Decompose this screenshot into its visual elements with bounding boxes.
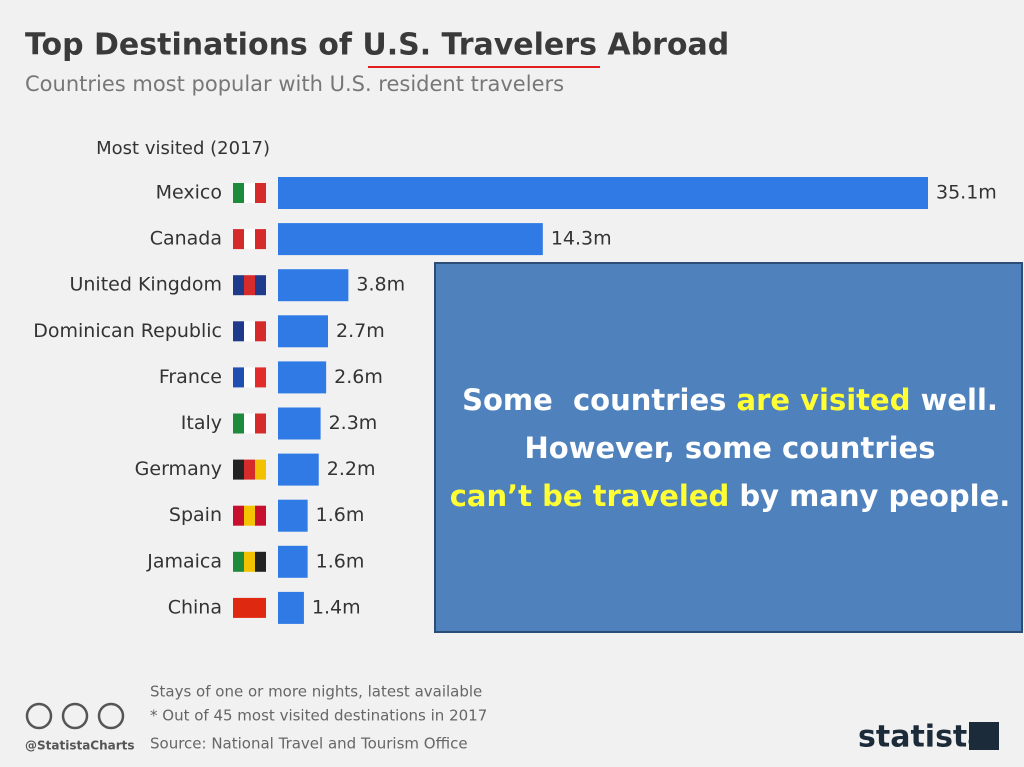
flag-stripe <box>244 183 255 203</box>
flag <box>233 321 266 342</box>
flag-stripe <box>244 321 255 342</box>
flag-stripe <box>233 597 244 618</box>
note: Source: National Travel and Tourism Offi… <box>150 735 468 753</box>
flag <box>233 413 266 434</box>
category-label: Jamaica <box>146 550 222 572</box>
bar <box>278 223 543 256</box>
flag-stripe <box>233 459 244 480</box>
flag <box>233 367 266 388</box>
bar <box>278 591 304 624</box>
category-header: Most visited (2017) <box>96 138 270 159</box>
overlay-segment: However, some countries <box>525 431 936 465</box>
flag-stripe <box>255 413 266 434</box>
category-label: Italy <box>181 412 222 434</box>
bar <box>278 269 349 302</box>
category-label: United Kingdom <box>69 274 222 296</box>
icon <box>61 702 89 730</box>
chart-title: Top Destinations of U.S. Travelers Abroa… <box>25 28 729 63</box>
flag-stripe <box>233 275 244 296</box>
note: * Out of 45 most visited destinations in… <box>150 707 487 725</box>
flag-stripe <box>244 551 255 572</box>
category-label: Germany <box>135 458 222 480</box>
flag-stripe <box>244 275 255 296</box>
overlay-segment: Some countries <box>462 383 736 417</box>
overlay-box <box>434 262 1023 633</box>
flag-stripe <box>233 413 244 434</box>
flag-stripe <box>255 597 266 618</box>
flag-stripe <box>255 367 266 388</box>
flag <box>233 183 266 203</box>
brand: statista <box>858 720 988 755</box>
icon <box>97 702 125 730</box>
category-label: Mexico <box>156 182 222 204</box>
category-label: Spain <box>169 504 222 526</box>
flag-stripe <box>233 229 244 250</box>
category-label: China <box>168 596 222 618</box>
brand-logo <box>969 722 999 750</box>
flag-stripe <box>244 505 255 526</box>
flag-stripe <box>255 183 266 203</box>
overlay-segment: well. <box>910 383 997 417</box>
flag-stripe <box>233 551 244 572</box>
icon <box>25 702 53 730</box>
value-label: 2.3m <box>329 412 378 434</box>
license-icons <box>25 702 125 730</box>
value-label: 2.7m <box>336 320 385 342</box>
bar <box>278 361 327 394</box>
category-label: Canada <box>150 228 222 250</box>
flag-stripe <box>244 367 255 388</box>
flag-stripe <box>233 321 244 342</box>
flag-stripe <box>255 229 266 250</box>
flag <box>233 229 266 250</box>
bar <box>278 499 308 532</box>
flag <box>233 551 266 572</box>
flag-stripe <box>244 413 255 434</box>
category-label: France <box>159 366 222 388</box>
value-label: 1.6m <box>316 504 365 526</box>
bar <box>278 407 321 440</box>
flag-stripe <box>244 459 255 480</box>
flag-stripe <box>255 505 266 526</box>
flag <box>233 275 266 296</box>
value-label: 1.6m <box>316 550 365 572</box>
flag-stripe <box>244 597 255 618</box>
note: Stays of one or more nights, latest avai… <box>150 683 482 701</box>
flag-stripe <box>255 275 266 296</box>
flag <box>233 505 266 526</box>
bar <box>278 315 328 348</box>
value-label: 2.2m <box>327 458 376 480</box>
flag <box>233 459 266 480</box>
value-label: 1.4m <box>312 596 361 618</box>
flag <box>233 597 266 618</box>
overlay-segment: can’t be traveled <box>450 479 730 513</box>
flag-stripe <box>233 183 244 203</box>
flag-stripe <box>244 229 255 250</box>
flag-stripe <box>255 321 266 342</box>
overlay-segment: by many people. <box>729 479 1010 513</box>
bar <box>278 545 308 578</box>
overlay-text: Some countries are visited well. However,… <box>450 383 1011 513</box>
flag-stripe <box>233 367 244 388</box>
flag-stripe <box>255 459 266 480</box>
chart-subtitle: Countries most popular with U.S. residen… <box>25 72 564 96</box>
bar <box>278 177 928 209</box>
value-label: 2.6m <box>334 366 383 388</box>
overlay-segment: are visited <box>737 383 911 417</box>
flag-stripe <box>233 505 244 526</box>
handle: @StatistaCharts <box>25 739 135 753</box>
value-label: 3.8m <box>356 274 405 296</box>
value-label: 35.1m <box>936 182 997 204</box>
flag-stripe <box>255 551 266 572</box>
value-label: 14.3m <box>551 228 612 250</box>
category-label: Dominican Republic <box>33 320 222 342</box>
bar <box>278 453 319 486</box>
